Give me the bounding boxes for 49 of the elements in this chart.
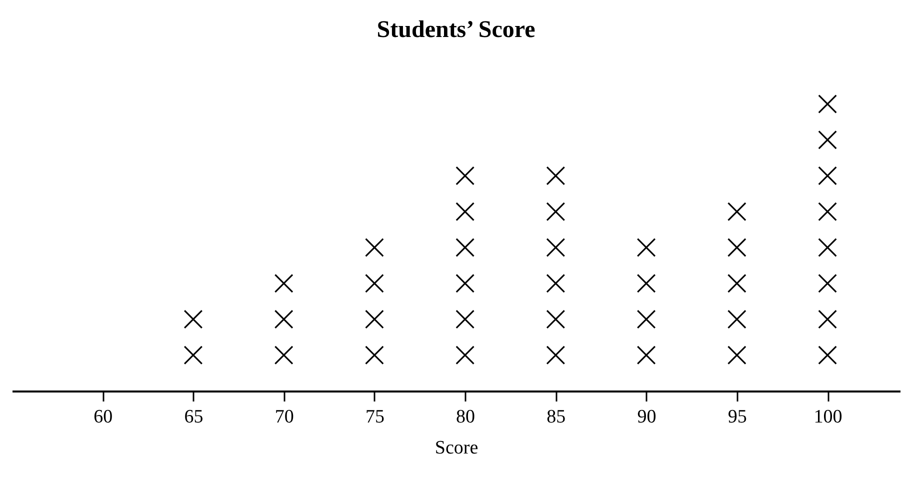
point xyxy=(727,238,746,257)
point xyxy=(818,130,837,150)
point xyxy=(546,238,566,257)
point xyxy=(364,310,384,329)
point xyxy=(364,274,384,293)
point xyxy=(727,346,746,365)
point xyxy=(636,310,656,329)
chart-title: Students’ Score xyxy=(376,17,536,44)
x-tick-label: 100 xyxy=(814,406,842,428)
point xyxy=(456,310,475,329)
point xyxy=(818,94,837,114)
x-tick-label: 95 xyxy=(728,406,747,428)
point xyxy=(727,274,746,293)
point xyxy=(636,346,656,365)
point xyxy=(546,274,566,293)
point xyxy=(274,346,294,365)
point xyxy=(636,274,656,293)
point xyxy=(546,346,566,365)
x-axis-title: Score xyxy=(434,438,478,458)
point xyxy=(546,202,566,222)
point xyxy=(184,346,203,365)
point xyxy=(818,202,837,222)
point xyxy=(818,274,837,293)
point xyxy=(456,166,475,186)
x-tick-label: 60 xyxy=(94,406,113,428)
x-tick-label: 85 xyxy=(546,406,566,428)
point xyxy=(456,238,475,257)
x-tick-label: 90 xyxy=(637,406,656,428)
x-tick-label: 80 xyxy=(456,406,476,428)
point xyxy=(818,310,837,329)
point xyxy=(546,310,566,329)
point xyxy=(364,238,384,257)
point xyxy=(274,310,294,329)
point xyxy=(727,202,746,222)
point xyxy=(456,202,475,222)
point xyxy=(364,346,384,365)
point xyxy=(184,310,203,329)
point xyxy=(818,166,837,186)
point xyxy=(818,346,837,365)
point xyxy=(456,346,475,365)
x-tick-label: 75 xyxy=(365,406,384,428)
point xyxy=(274,274,294,293)
point xyxy=(546,166,566,186)
point xyxy=(818,238,837,257)
x-tick-label: 70 xyxy=(274,406,294,428)
x-tick-label: 65 xyxy=(184,406,204,428)
point xyxy=(456,274,475,293)
point xyxy=(636,238,656,257)
point xyxy=(727,310,746,329)
